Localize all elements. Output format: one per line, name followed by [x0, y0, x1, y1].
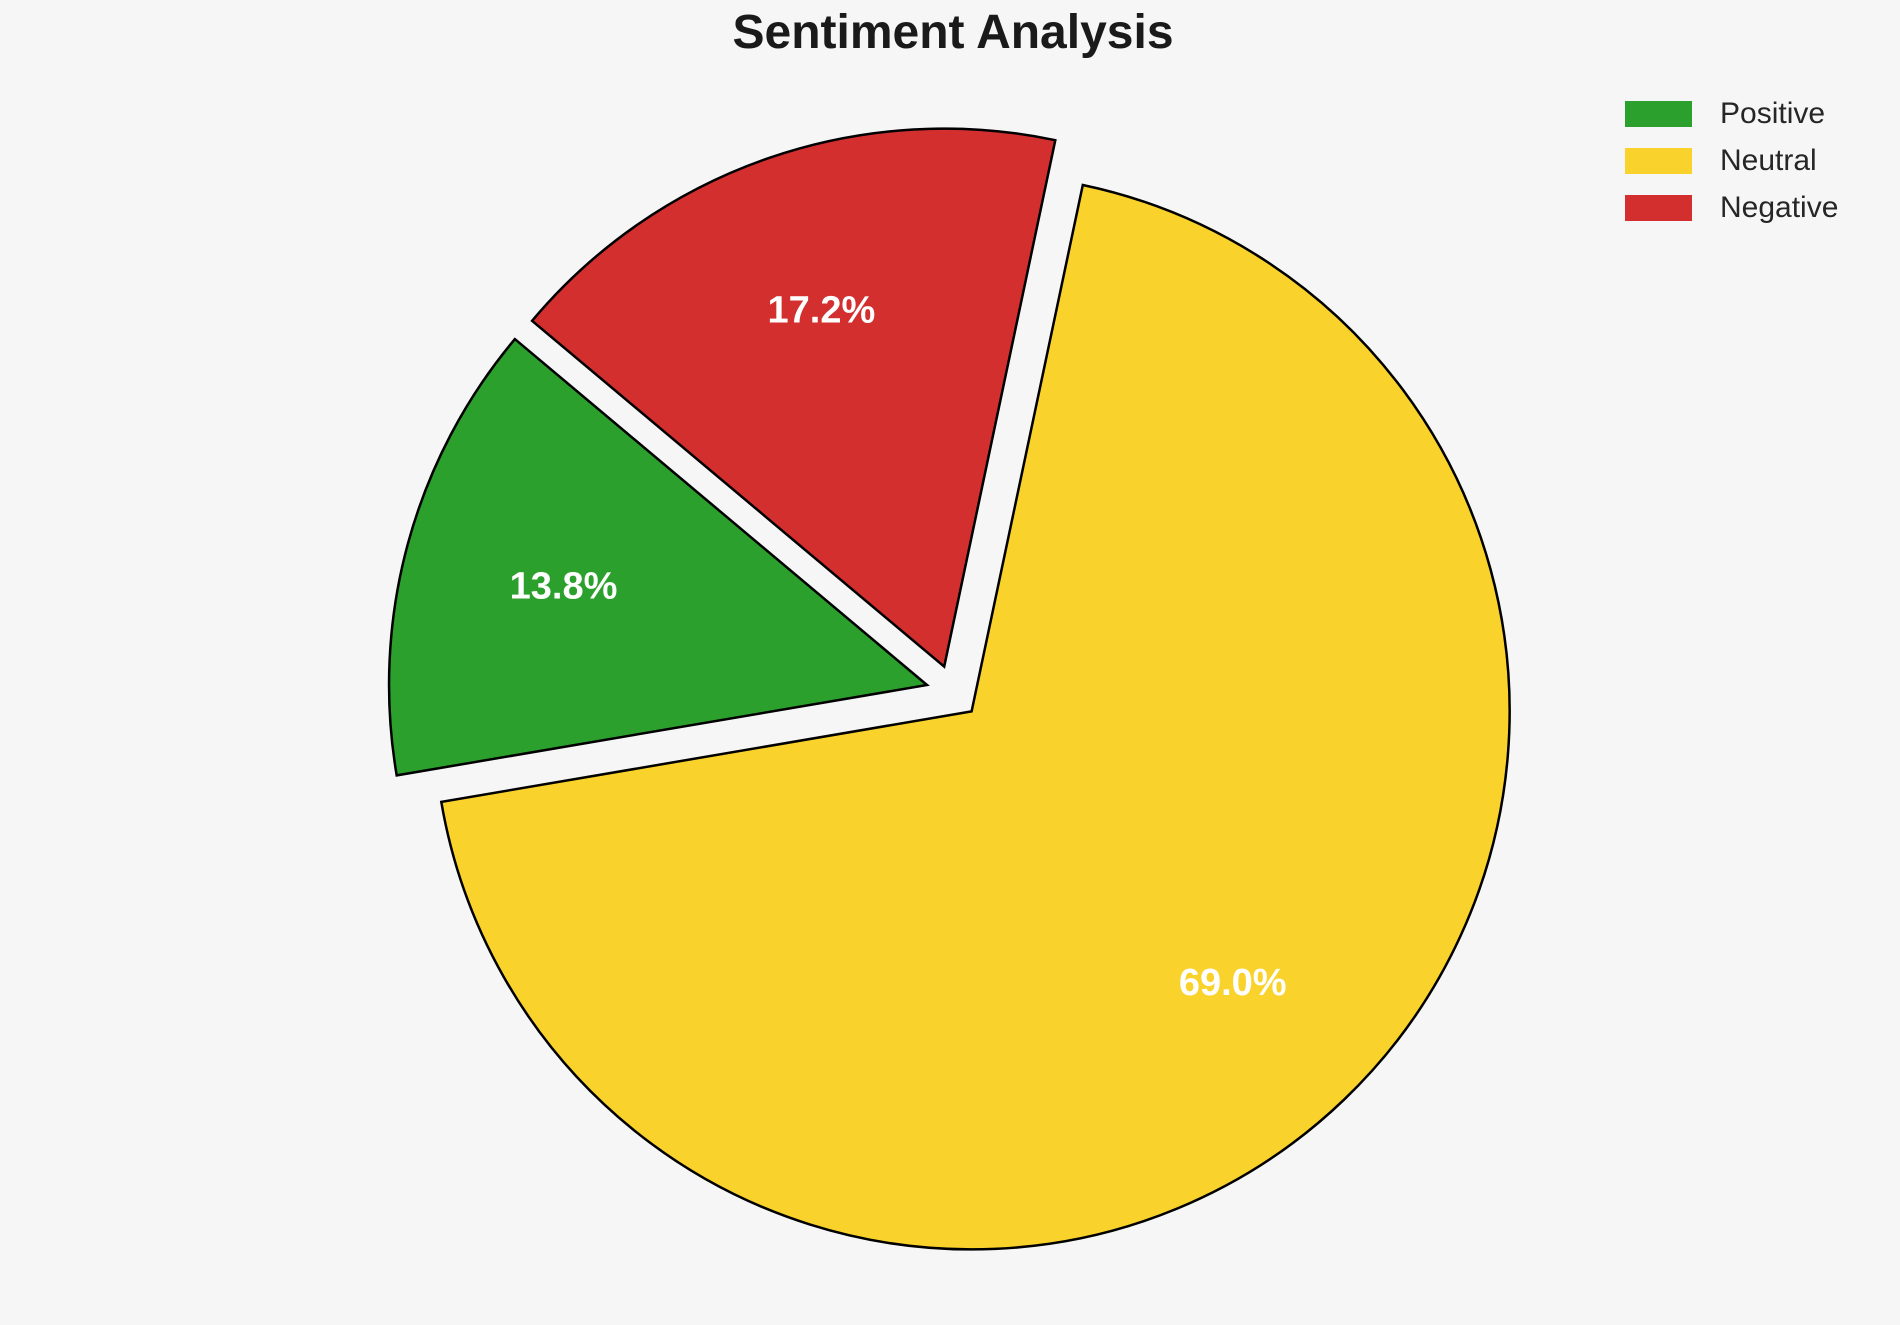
pie-slice-positive — [387, 337, 930, 777]
legend-item-positive: Positive — [1625, 97, 1838, 130]
legend-swatch-positive — [1625, 101, 1692, 127]
chart-title: Sentiment Analysis — [732, 6, 1174, 59]
legend: Positive Neutral Negative — [1625, 97, 1838, 242]
slice-label-positive: 13.8% — [510, 566, 618, 608]
legend-item-neutral: Neutral — [1625, 144, 1838, 177]
pie-slice-neutral — [439, 183, 1511, 1251]
legend-swatch-neutral — [1625, 148, 1692, 174]
legend-label-negative: Negative — [1720, 191, 1839, 224]
legend-item-negative: Negative — [1625, 191, 1838, 224]
pie-slices: 13.8% 69.0% 17.2% — [387, 127, 1511, 1251]
slice-label-neutral: 69.0% — [1179, 962, 1287, 1004]
slice-label-negative: 17.2% — [768, 290, 876, 332]
legend-label-positive: Positive — [1720, 97, 1826, 130]
legend-label-neutral: Neutral — [1720, 144, 1817, 177]
legend-swatch-negative — [1625, 195, 1692, 221]
pie-slice-negative — [530, 127, 1057, 669]
